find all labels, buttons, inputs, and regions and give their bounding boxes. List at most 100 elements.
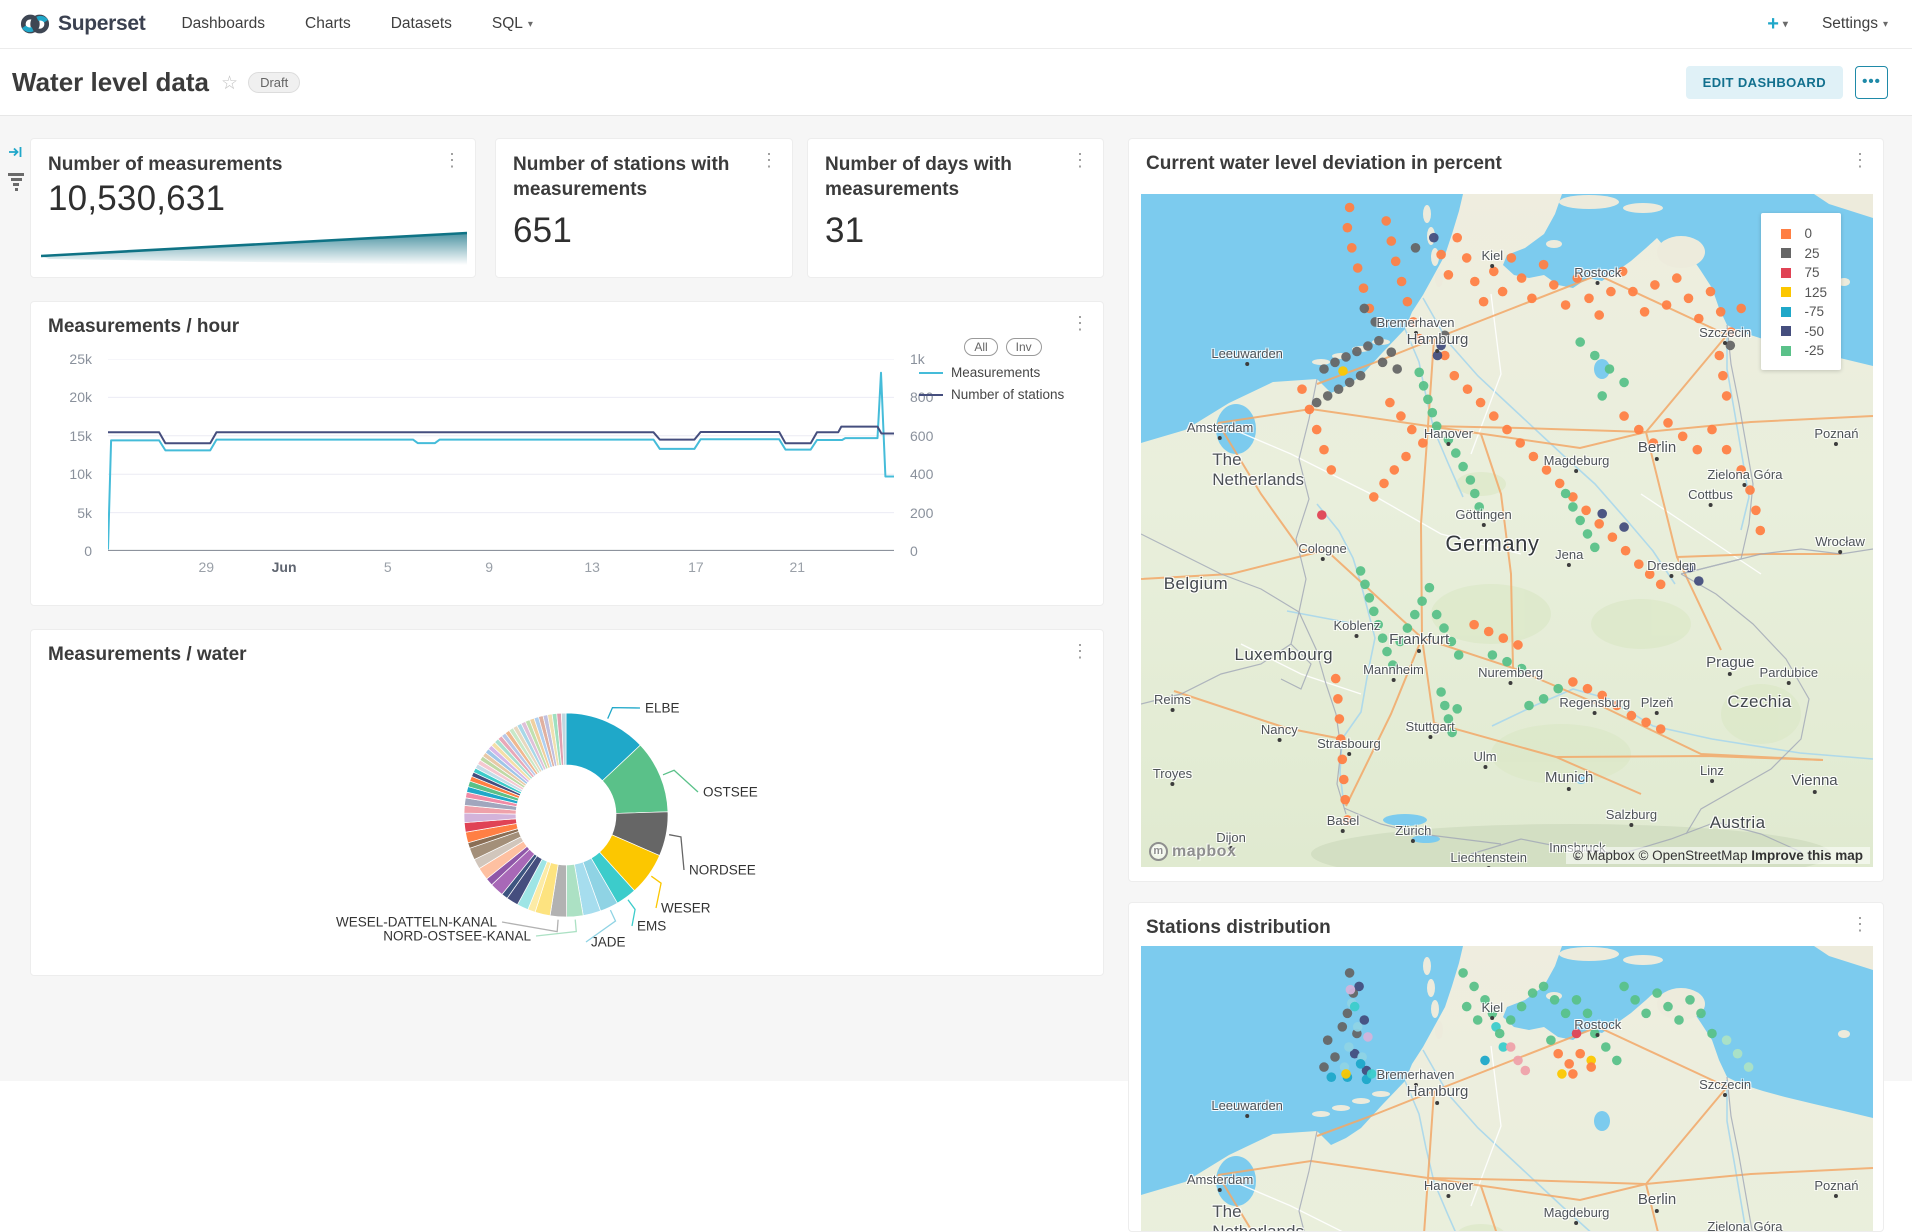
legend-label: Measurements [951,365,1040,380]
map-legend-item--25: -25 [1781,341,1827,361]
station-dot [1630,995,1640,1005]
station-dot [1663,418,1673,428]
station-dot [1489,267,1499,277]
station-dot [1529,452,1539,462]
legend-swatch [1781,268,1791,278]
station-dot [1367,1069,1377,1079]
edit-dashboard-button[interactable]: EDIT DASHBOARD [1686,66,1843,99]
station-dot [1463,384,1473,394]
map-legend-item--50: -50 [1781,322,1827,342]
station-dot [1542,465,1552,475]
station-dot [1365,593,1375,603]
station-dot [1575,516,1585,526]
station-dot [1524,701,1534,711]
settings-menu[interactable]: Settings ▾ [1822,15,1888,33]
station-dot [1594,519,1604,529]
legend-item-number-of-stations[interactable]: Number of stations [919,387,1087,402]
station-dot [1722,445,1732,455]
station-dot [1707,1029,1717,1039]
station-dot [1584,294,1594,304]
legend-label: 0 [1804,226,1812,241]
station-dot [1356,371,1366,381]
legend-button-all[interactable]: All [964,338,997,356]
station-dot [1513,1056,1523,1066]
favorite-star-icon[interactable]: ☆ [221,72,238,95]
improve-map-link[interactable]: Improve this map [1751,848,1863,863]
dashboard-more-button[interactable]: ••• [1855,66,1888,99]
hour-chart-card: Measurements / hour ⋮ 25k20k15k10k5k0 1k… [30,301,1104,606]
station-dot [1473,1015,1483,1025]
kebab-menu-icon[interactable]: ⋮ [1847,913,1873,935]
legend-label: Number of stations [951,387,1064,402]
station-dot [1634,559,1644,569]
station-dot [1641,718,1651,728]
station-dot [1462,1002,1472,1012]
legend-label: -50 [1804,324,1824,339]
station-dot [1662,300,1672,310]
legend-item-measurements[interactable]: Measurements [919,365,1087,380]
nav-item-datasets[interactable]: Datasets [391,15,452,33]
chevron-down-icon: ▾ [1783,19,1788,30]
mapbox-logo[interactable]: m mapbox [1149,842,1236,861]
station-dot [1379,479,1389,489]
legend-swatch [919,394,943,396]
station-dot [1612,701,1622,711]
station-dot [1474,502,1484,512]
station-dot [1733,1049,1743,1059]
station-dot [1343,223,1353,233]
station-dot [1356,1059,1366,1069]
new-item-button[interactable]: + ▾ [1767,13,1788,36]
station-dot [1470,489,1480,499]
station-dot [1488,1009,1498,1019]
station-dot [1409,317,1419,327]
station-dot [1606,287,1616,297]
top-navigation: Superset Dashboards Charts Datasets SQL▾ + … [0,0,1912,49]
deviation-map-canvas[interactable]: 02575125-75-50-25 © Mapbox © OpenStreetM… [1141,194,1873,867]
station-dot [1419,381,1429,391]
nav-item-dashboards[interactable]: Dashboards [181,15,265,33]
station-dot [1726,341,1736,351]
station-dot [1521,1066,1531,1076]
station-dot [1756,526,1766,536]
station-dot [1458,968,1468,978]
stations-map-canvas[interactable]: LeeuwardenAmsterdamTheNetherlandsBremerh… [1141,946,1873,1232]
superset-logo[interactable]: Superset [20,9,145,39]
station-dot [1590,1029,1600,1039]
station-dot [1568,502,1578,512]
water-donut-chart[interactable]: ELBEOSTSEENORDSEEWESEREMSJADENORD-OSTSEE… [31,630,1105,977]
station-dot [1605,364,1615,374]
station-dot [1436,341,1446,351]
station-dot [1444,270,1454,280]
donut-label: NORDSEE [689,863,756,878]
station-dot [1338,1022,1348,1032]
donut-label-line [669,835,684,870]
expand-filter-bar-icon[interactable] [7,143,25,166]
chart-title: Measurements / hour [48,315,239,339]
station-dot [1403,623,1413,633]
filter-icon[interactable] [7,173,25,191]
dashboard-header: Water level data ☆ Draft EDIT DASHBOARD … [0,49,1912,116]
kebab-menu-icon[interactable]: ⋮ [756,149,782,171]
nav-item-charts[interactable]: Charts [305,15,351,33]
kebab-menu-icon[interactable]: ⋮ [1067,149,1093,171]
station-dot [1327,465,1337,475]
hour-line-chart[interactable] [108,359,894,551]
station-dot [1499,633,1509,643]
kebab-menu-icon[interactable]: ⋮ [1067,312,1093,334]
station-dot [1344,1042,1354,1052]
station-dot [1652,988,1662,998]
kebab-menu-icon[interactable]: ⋮ [1847,149,1873,171]
station-dot [1353,263,1363,273]
station-dot [1539,982,1549,992]
station-dot [1590,543,1600,553]
kebab-menu-icon[interactable]: ⋮ [439,149,465,171]
chevron-down-icon: ▾ [1883,19,1888,30]
station-dot [1354,982,1364,992]
station-dot [1696,1009,1706,1019]
left-y-axis: 25k20k15k10k5k0 [31,359,100,551]
kpi-card-stations: Number of stations with measurements ⋮ 6… [495,138,793,278]
legend-button-inv[interactable]: Inv [1006,338,1042,356]
station-dot [1411,243,1421,253]
nav-item-sql[interactable]: SQL▾ [492,15,533,33]
station-dot [1502,657,1512,667]
